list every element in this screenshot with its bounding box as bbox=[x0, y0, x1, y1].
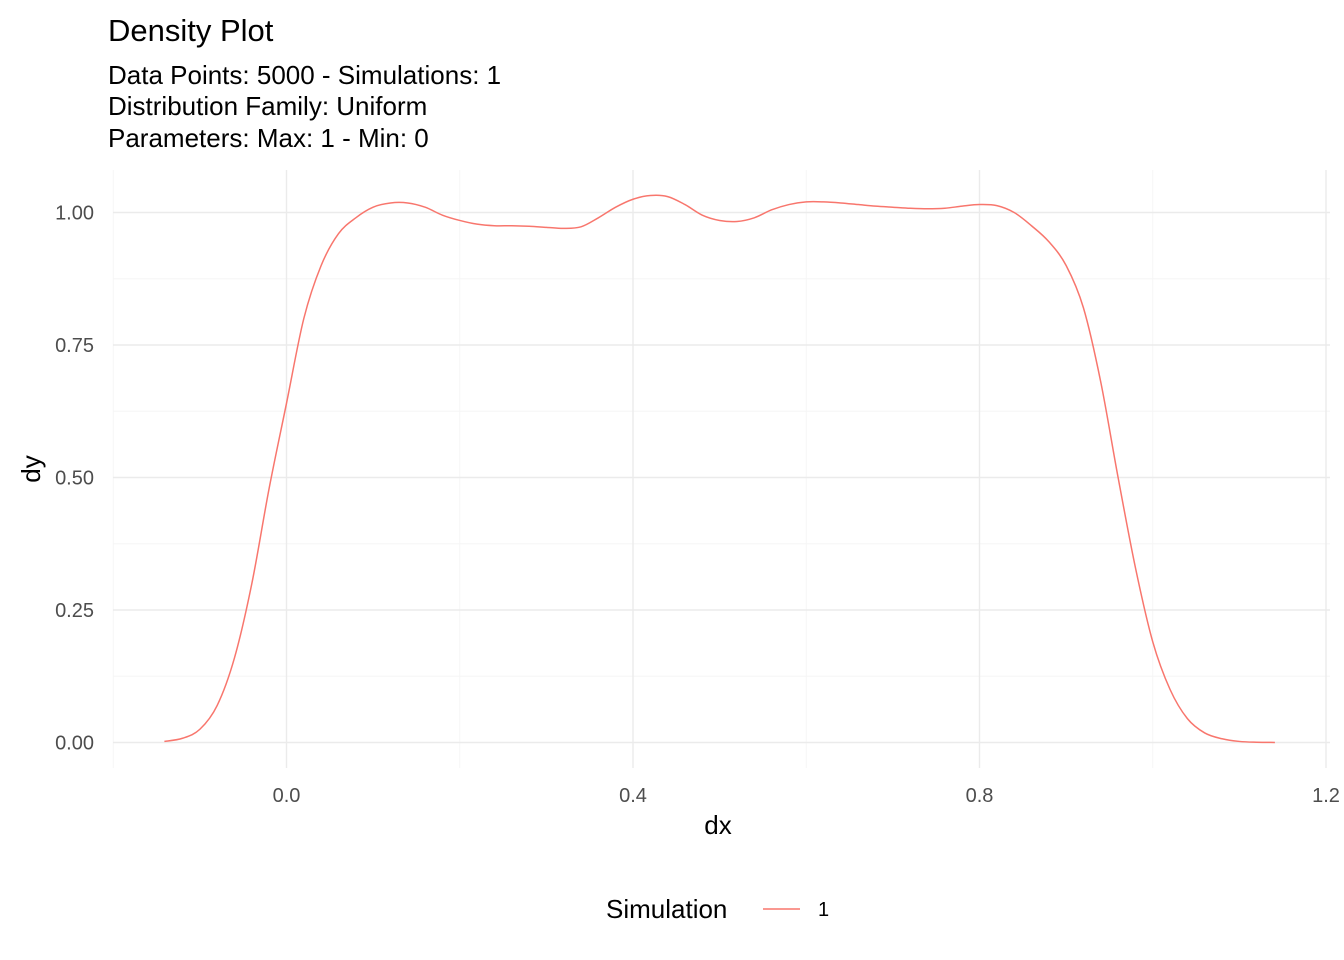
y-tick-label: 0.50 bbox=[55, 468, 94, 490]
legend-label-1: 1 bbox=[818, 899, 829, 921]
x-axis-ticks: 0.0 0.4 0.8 1.2 bbox=[273, 785, 1340, 807]
y-axis-title: dy bbox=[16, 455, 46, 482]
minor-gridlines bbox=[112, 170, 1330, 768]
x-tick-label: 0.4 bbox=[619, 785, 647, 807]
legend-title: Simulation bbox=[606, 894, 727, 924]
chart-subtitle-line-1: Data Points: 5000 - Simulations: 1 bbox=[108, 60, 501, 90]
chart-subtitle-line-3: Parameters: Max: 1 - Min: 0 bbox=[108, 123, 429, 153]
major-gridlines bbox=[113, 170, 1330, 768]
legend: Simulation 1 bbox=[606, 894, 829, 924]
y-tick-label: 0.00 bbox=[55, 733, 94, 755]
y-tick-label: 0.75 bbox=[55, 335, 94, 357]
x-axis-title: dx bbox=[704, 810, 731, 840]
y-axis-ticks: 0.00 0.25 0.50 0.75 1.00 bbox=[55, 203, 94, 755]
y-tick-label: 1.00 bbox=[55, 203, 94, 225]
x-tick-label: 1.2 bbox=[1312, 785, 1340, 807]
chart-title: Density Plot bbox=[108, 13, 274, 48]
y-tick-label: 0.25 bbox=[55, 600, 94, 622]
chart-subtitle-line-2: Distribution Family: Uniform bbox=[108, 91, 427, 121]
series-layer bbox=[164, 194, 1275, 744]
density-line-series-1 bbox=[164, 194, 1275, 744]
x-tick-label: 0.8 bbox=[966, 785, 994, 807]
x-tick-label: 0.0 bbox=[273, 785, 301, 807]
